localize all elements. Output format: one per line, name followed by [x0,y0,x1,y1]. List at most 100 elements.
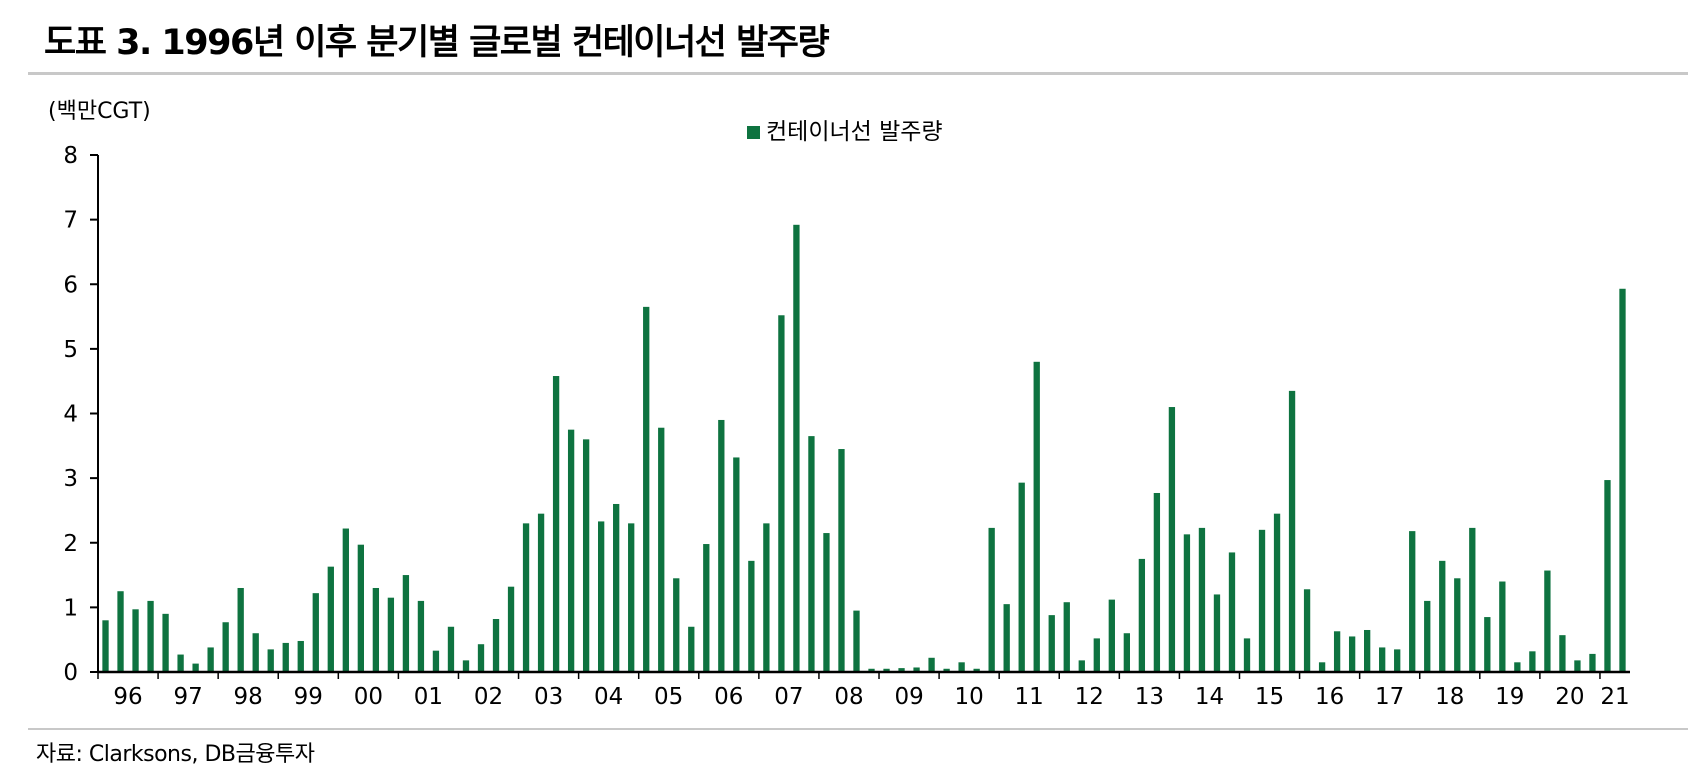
bar [207,647,214,672]
y-tick-label: 3 [63,466,78,492]
bar [673,578,680,672]
bar [808,436,815,672]
bar [1273,513,1281,672]
bar [643,306,650,672]
bar [387,597,395,672]
bar [913,667,920,672]
x-tick-label: 96 [113,684,142,710]
bar [1003,604,1010,672]
bar [868,668,875,672]
bar [973,668,980,672]
x-tick-label: 16 [1315,684,1344,710]
bar [342,528,349,672]
x-tick-label: 19 [1495,684,1524,710]
bar [177,654,184,672]
bar [658,427,665,672]
bar [688,626,695,672]
bar [1078,660,1085,672]
bar [447,626,455,672]
bar [1589,653,1596,672]
bar [718,419,725,672]
bar [522,523,530,672]
bar [1529,651,1536,672]
bar [883,668,890,672]
bar [252,633,259,672]
x-axis-labels: 96 97 98 99 00 01 02 03 04 05 06 07 08 09 10 11 12 13 14 15… [97,672,1630,710]
bar [628,523,635,672]
bar [1333,631,1341,672]
legend-swatch [747,126,760,139]
bar [1168,407,1176,672]
bar [1033,361,1040,672]
bar [402,575,410,672]
bar [1604,480,1611,672]
bar [552,376,560,672]
bar [613,503,620,672]
bar [1138,558,1146,672]
bar [1198,527,1206,672]
y-tick-label: 5 [63,337,78,363]
bar [237,587,244,672]
bar [192,663,199,672]
bar [928,657,935,672]
x-tick-label: 05 [654,684,683,710]
x-tick-label: 08 [834,684,863,710]
bar [507,586,515,672]
bar [1394,649,1401,672]
bar [1303,589,1311,672]
x-tick-label: 13 [1135,684,1164,710]
bar [988,527,995,672]
bar [1454,578,1461,672]
x-tick-label: 14 [1195,684,1224,710]
bar [417,600,425,672]
bar [703,544,710,672]
bar [733,457,740,672]
bar [1243,638,1251,672]
bar [297,640,304,672]
y-tick-label: 2 [63,531,78,557]
bar [1123,633,1130,672]
bar [1018,482,1025,672]
x-tick-label: 00 [354,684,383,710]
figure-title: 도표 3. 1996년 이후 분기별 글로벌 컨테이너선 발주량 [44,23,830,63]
bar [943,668,950,672]
bar [763,523,770,672]
bar [838,449,845,672]
bar [267,649,274,672]
bars [102,224,1626,673]
bar [477,644,485,672]
bar [793,224,800,673]
bar [1379,647,1386,672]
bar [462,660,470,672]
bar [853,610,860,672]
bar [582,439,590,672]
x-tick-label: 04 [594,684,623,710]
bar [1348,636,1356,672]
bar [1063,602,1070,672]
bar [778,315,785,672]
legend: 컨테이너선 발주량 [747,119,943,145]
bar [372,587,380,672]
bar [327,566,334,672]
source-divider [28,728,1688,730]
y-axis-ticks: 0 1 2 3 4 5 6 7 8 [63,143,98,686]
bar [1048,615,1055,672]
bar [222,622,229,672]
title-divider [28,72,1688,75]
x-tick-label: 20 [1555,684,1584,710]
x-tick-label: 03 [534,684,563,710]
bar [1424,600,1431,672]
bar [898,668,905,672]
bar [492,619,500,672]
bar [1153,492,1161,672]
bar [1108,599,1115,672]
bar [1213,594,1221,672]
y-tick-label: 4 [63,402,78,428]
bar [1574,660,1581,672]
bar [102,620,109,672]
y-tick-label: 6 [63,272,78,298]
bar [1228,552,1236,672]
x-tick-label: 01 [414,684,443,710]
y-tick-label: 0 [63,660,78,686]
